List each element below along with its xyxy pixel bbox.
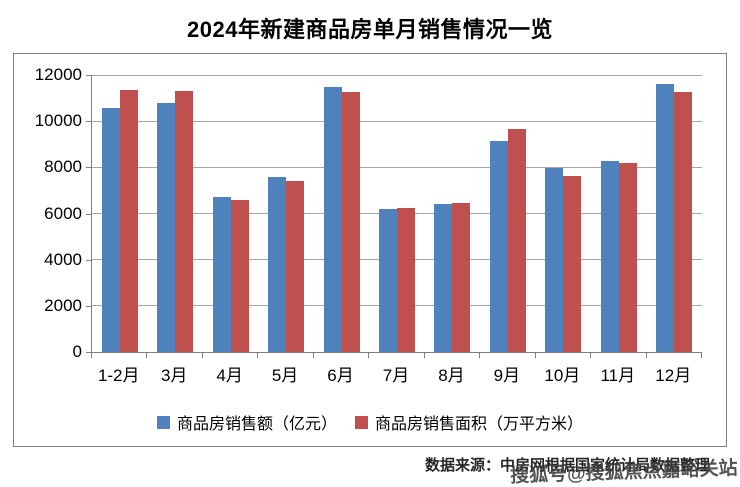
bar-sales-amount-m11 [656,83,675,352]
x-axis-label-m9: 10月 [544,366,581,385]
x-axis-label-m3: 4月 [216,366,243,385]
x-tick-mark-9 [590,353,591,358]
bar-sales-amount-m5 [323,87,342,352]
y-tick-mark-10000 [86,121,91,123]
data-source-text: 数据来源：中房网根据国家统计局数据整理 [424,457,710,474]
plot-area [91,74,702,353]
legend: 商品房销售额（亿元） 商品房销售面积（万平方米） [14,410,726,434]
bar-group-m5 [314,75,369,352]
bar-group-m9 [536,75,591,352]
bar-sales-amount-m9 [545,167,564,352]
x-tick-mark-4 [313,353,314,358]
x-axis-label-m7: 8月 [438,366,465,385]
bar-group-m10 [591,75,646,352]
chart-frame: 商品房销售额（亿元） 商品房销售面积（万平方米） 0 2000 4000 6000 80… [13,53,727,447]
bar-sales-area-m2 [175,91,194,352]
gridline-8000 [92,166,702,168]
legend-label-sales-amount: 商品房销售额（亿元） [176,416,337,433]
legend-swatch-sales-amount [156,415,170,429]
bar-sales-area-m11 [674,91,693,352]
y-tick-label-10000: 10000 [34,111,82,131]
bar-group-m2 [147,75,202,352]
bar-group-m4 [258,75,313,352]
y-tick-label-2000: 2000 [44,295,82,315]
bar-group-m11 [647,75,702,352]
legend-item-sales-area: 商品房销售面积（万平方米） [355,410,583,434]
x-tick-mark-11 [701,353,702,358]
legend-swatch-sales-area [355,415,368,429]
bar-sales-area-m5 [341,91,360,352]
x-tick-mark-2 [202,353,203,358]
y-tick-mark-6000 [86,213,91,215]
bar-sales-amount-m10 [600,161,619,352]
y-tick-mark-12000 [86,75,91,76]
bar-sales-amount-m2 [157,102,176,352]
bar-sales-amount-m7 [434,204,453,352]
y-tick-label-4000: 4000 [44,249,82,269]
x-axis-label-m1: 1-2月 [97,366,140,385]
y-tick-mark-8000 [86,167,91,169]
y-tick-label-6000: 6000 [44,203,82,223]
bar-group-m3 [203,75,258,352]
x-axis-label-m11: 12月 [655,366,692,385]
x-axis-label-m2: 3月 [160,366,188,385]
x-axis-label-m8: 9月 [493,366,521,385]
y-tick-mark-0 [86,352,91,353]
bar-sales-area-m10 [618,163,637,352]
x-tick-mark-1 [146,353,147,358]
legend-item-sales-amount: 商品房销售额（亿元） [156,410,337,434]
x-tick-mark-10 [646,353,647,358]
bar-sales-amount-m6 [378,208,397,352]
x-axis-label-m4: 5月 [271,366,299,385]
page-title: 2024年新建商品房单月销售情况一览 [187,17,553,42]
bar-sales-area-m7 [452,203,471,352]
x-tick-mark-7 [479,353,480,358]
bar-sales-area-m4 [286,181,305,352]
bar-group-m8 [480,75,535,352]
gridline-10000 [92,120,702,122]
x-tick-mark-0 [91,353,92,358]
bar-sales-amount-m3 [212,197,231,352]
bar-sales-area-m9 [563,175,582,352]
bar-sales-amount-m4 [268,176,287,352]
x-tick-mark-6 [424,353,425,358]
bar-sales-area-m1 [119,89,138,352]
y-tick-label-0: 0 [72,342,82,361]
bar-group-m1 [92,75,147,352]
x-tick-mark-5 [368,353,369,358]
bar-sales-area-m3 [230,200,249,352]
y-tick-label-12000: 12000 [34,65,82,84]
x-axis-label-m10: 11月 [600,366,636,385]
y-tick-mark-4000 [86,259,91,261]
legend-label-sales-area: 商品房销售面积（万平方米） [375,416,584,433]
bar-sales-amount-m1 [101,108,120,352]
y-tick-mark-2000 [86,305,91,307]
bar-sales-area-m6 [396,208,415,352]
x-axis-label-m6: 7月 [382,366,410,385]
bar-sales-area-m8 [507,128,526,352]
x-tick-mark-3 [257,353,258,358]
y-tick-label-8000: 8000 [44,157,82,177]
x-tick-mark-8 [535,353,536,358]
gridline-12000 [92,74,702,76]
bar-sales-amount-m8 [489,140,508,352]
bar-group-m7 [425,75,480,352]
bar-group-m6 [369,75,424,352]
x-axis-label-m5: 6月 [327,366,354,385]
